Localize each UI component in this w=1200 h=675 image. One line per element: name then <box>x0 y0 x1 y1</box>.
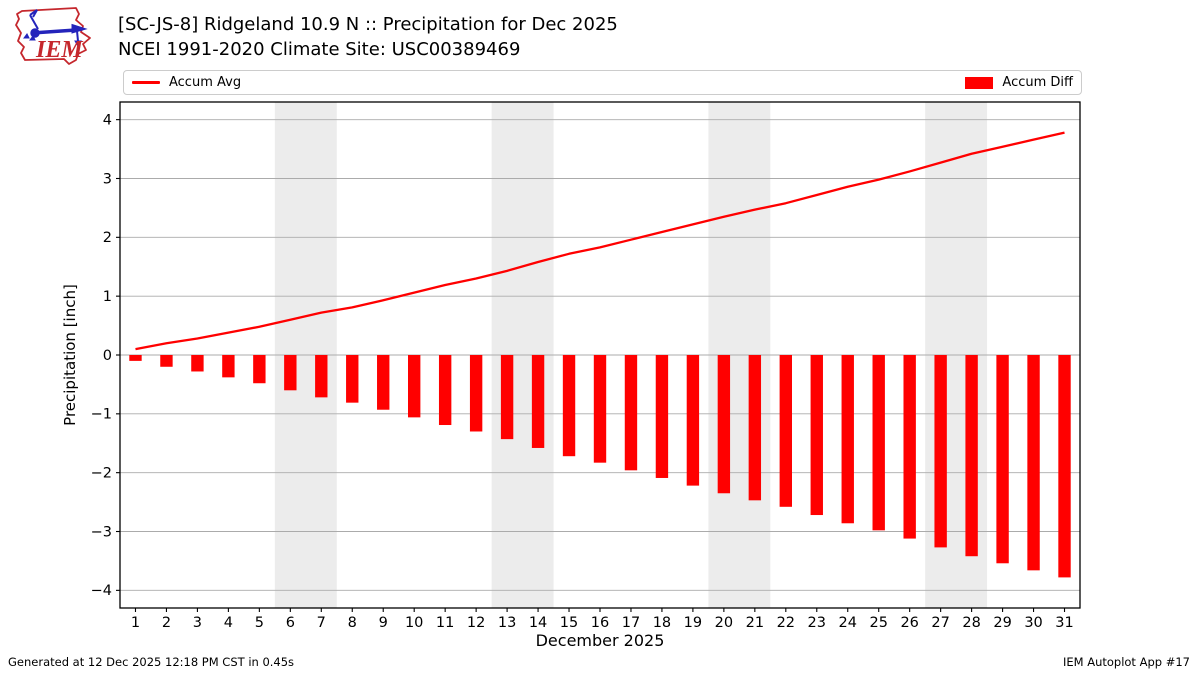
accum-diff-bar <box>408 355 421 418</box>
y-tick-label: 2 <box>103 230 112 246</box>
x-tick-label: 12 <box>467 615 485 631</box>
y-tick-label: 0 <box>103 348 112 364</box>
x-tick-label: 30 <box>1024 615 1042 631</box>
accum-diff-bar <box>686 355 700 486</box>
y-tick-label: −3 <box>91 524 112 540</box>
x-tick-label: 18 <box>653 615 671 631</box>
y-tick-label: 3 <box>103 171 112 187</box>
y-axis-label: Precipitation [inch] <box>61 284 79 426</box>
accum-diff-bar <box>315 355 328 398</box>
accum-avg-line <box>135 131 1065 351</box>
x-tick-label: 23 <box>808 615 826 631</box>
accum-diff-bar <box>748 355 762 501</box>
y-tick-label: −2 <box>91 465 112 481</box>
x-tick-label: 19 <box>684 615 702 631</box>
x-axis-label: December 2025 <box>535 631 665 650</box>
x-tick-label: 8 <box>348 615 357 631</box>
chart-title-line-2: NCEI 1991-2020 Climate Site: USC00389469 <box>118 38 521 60</box>
x-tick-label: 13 <box>498 615 516 631</box>
accum-diff-bar <box>500 355 514 440</box>
x-tick-label: 6 <box>286 615 295 631</box>
x-tick-label: 31 <box>1055 615 1073 631</box>
accum-diff-bar <box>438 355 452 426</box>
generated-timestamp: Generated at 12 Dec 2025 12:18 PM CST in… <box>8 655 295 669</box>
x-tick-label: 3 <box>193 615 202 631</box>
y-tick-label: −4 <box>91 583 112 599</box>
x-tick-label: 7 <box>317 615 326 631</box>
accum-diff-bar <box>996 355 1009 564</box>
weather-station-icon <box>23 9 88 47</box>
accum-diff-bar <box>191 355 204 372</box>
accum-diff-bar <box>129 355 142 361</box>
y-tick-label: 4 <box>103 112 112 128</box>
x-tick-label: 16 <box>591 615 609 631</box>
accum-diff-bar <box>284 355 297 391</box>
accum-diff-bar <box>624 355 638 471</box>
legend-label-accum-diff: Accum Diff <box>1002 75 1073 90</box>
x-tick-label: 14 <box>529 615 547 631</box>
x-tick-label: 11 <box>436 615 454 631</box>
accum-diff-bar <box>222 355 235 378</box>
x-tick-label: 27 <box>931 615 949 631</box>
y-tick-label: 1 <box>103 289 112 305</box>
x-tick-label: 10 <box>405 615 423 631</box>
x-tick-label: 20 <box>715 615 733 631</box>
chart-title-block: [SC-JS-8] Ridgeland 10.9 N :: Precipitat… <box>118 13 618 62</box>
iem-logo-text: IEM <box>35 37 84 63</box>
legend-item-accum-diff: Accum Diff <box>965 75 1073 90</box>
x-tick-label: 5 <box>255 615 264 631</box>
accum-diff-bar <box>1027 355 1040 571</box>
x-tick-label: 22 <box>777 615 795 631</box>
accum-diff-bar <box>377 355 390 410</box>
x-tick-label: 24 <box>839 615 857 631</box>
y-tick-label: −1 <box>91 407 112 423</box>
x-tick-label: 21 <box>746 615 764 631</box>
x-tick-label: 25 <box>869 615 887 631</box>
x-tick-label: 9 <box>379 615 388 631</box>
legend-item-accum-avg: Accum Avg <box>132 75 241 90</box>
accum-diff-bar <box>160 355 173 367</box>
accum-diff-bar <box>934 355 947 548</box>
x-tick-label: 26 <box>900 615 918 631</box>
x-tick-label: 17 <box>622 615 640 631</box>
accum-diff-bar <box>965 355 978 557</box>
x-tick-label: 4 <box>224 615 233 631</box>
accum-diff-bar <box>841 355 854 524</box>
accum-diff-bar <box>903 355 916 539</box>
accum-diff-bar <box>253 355 266 384</box>
x-tick-label: 1 <box>131 615 140 631</box>
x-tick-label: 15 <box>560 615 578 631</box>
accum-diff-bar <box>346 355 359 403</box>
chart-title-line-1: [SC-JS-8] Ridgeland 10.9 N :: Precipitat… <box>118 14 618 35</box>
accum-diff-bar <box>531 355 545 448</box>
x-tick-label: 29 <box>993 615 1011 631</box>
accum-diff-bar <box>469 355 483 432</box>
accum-diff-bar <box>779 355 792 507</box>
x-tick-label: 28 <box>962 615 980 631</box>
accum-diff-bar <box>655 355 669 478</box>
accum-diff-bar-swatch-icon <box>965 76 994 89</box>
x-tick-label: 2 <box>162 615 171 631</box>
legend: Accum Avg Accum Diff <box>123 70 1082 95</box>
accum-diff-bar <box>562 355 576 457</box>
accum-diff-bar <box>1058 355 1071 578</box>
accum-diff-bar <box>593 355 607 463</box>
accum-diff-bar <box>717 355 731 494</box>
accum-diff-bar <box>872 355 885 531</box>
app-credit: IEM Autoplot App #17 <box>1062 655 1190 669</box>
iem-logo: IEM <box>15 7 91 65</box>
accum-avg-line-swatch-icon <box>132 81 160 84</box>
accum-diff-bar <box>810 355 823 516</box>
legend-label-accum-avg: Accum Avg <box>169 75 242 90</box>
